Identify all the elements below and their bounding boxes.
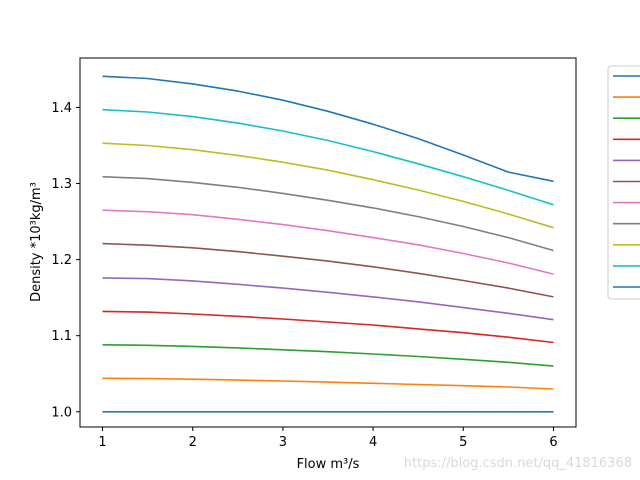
x-axis-label: Flow m³/s	[297, 457, 360, 472]
y-tick-label: 1.4	[51, 101, 72, 116]
x-tick-label: 1	[98, 435, 106, 450]
series-line-8	[102, 175, 554, 252]
y-axis-label: Density *10³kg/m³	[29, 182, 44, 302]
y-tick-label: 1.0	[51, 405, 72, 420]
plot-area	[79, 57, 577, 428]
series-line-11	[102, 75, 554, 183]
series-line-9	[102, 142, 554, 229]
axes-frame	[79, 57, 577, 428]
y-tick-label: 1.1	[51, 329, 72, 344]
watermark-text: https://blog.csdn.net/qq_41816368	[404, 456, 632, 471]
series-line-7	[102, 209, 554, 275]
x-tick-label: 6	[549, 435, 557, 450]
legend-box	[607, 65, 640, 300]
series-line-2	[102, 377, 554, 390]
x-tick-label: 3	[279, 435, 287, 450]
y-tick-label: 1.3	[51, 177, 72, 192]
y-tick-label: 1.2	[51, 253, 72, 268]
y-axis-ticks: 1.0 1.1 1.2 1.3 1.4	[51, 101, 80, 420]
series-line-4	[102, 310, 554, 344]
x-tick-label: 2	[189, 435, 197, 450]
x-axis-ticks: 1 2 3 4 5 6	[98, 427, 558, 450]
legend	[607, 65, 640, 300]
series-line-10	[102, 108, 554, 206]
series-line-5	[102, 277, 554, 321]
series-line-3	[102, 344, 554, 367]
x-tick-label: 4	[369, 435, 377, 450]
x-tick-label: 5	[459, 435, 467, 450]
series-line-6	[102, 242, 554, 298]
series-lines	[102, 75, 554, 413]
